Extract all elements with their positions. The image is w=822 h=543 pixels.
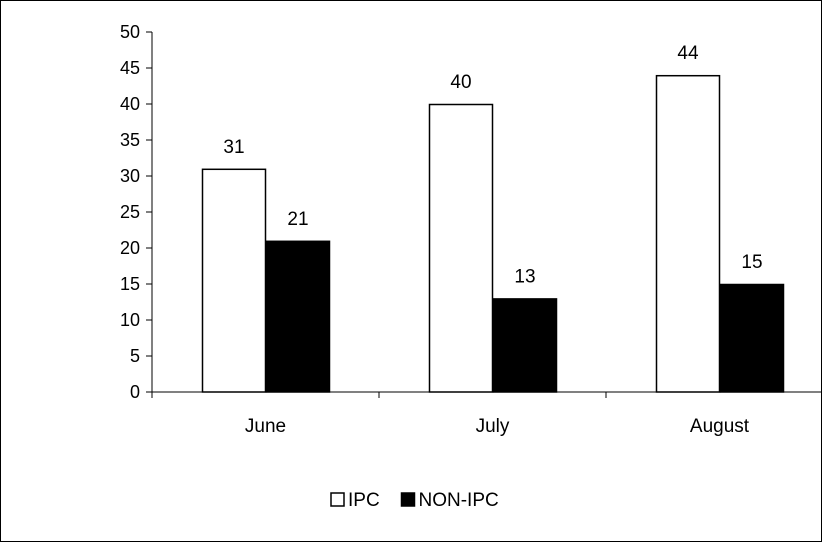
data-label: 31 bbox=[223, 137, 244, 158]
legend-swatch-non-ipc bbox=[400, 492, 416, 507]
legend-label: NON-IPC bbox=[419, 490, 499, 511]
category-label: July bbox=[476, 416, 510, 437]
bar-non-ipc-july bbox=[492, 298, 558, 393]
y-tick-label: 0 bbox=[130, 382, 140, 402]
bar-ipc-august bbox=[655, 74, 721, 393]
bar-ipc-july bbox=[428, 103, 494, 393]
category-label: August bbox=[690, 416, 750, 437]
category-label: June bbox=[245, 416, 286, 437]
legend-swatch-ipc bbox=[330, 492, 345, 507]
data-label: 21 bbox=[287, 209, 308, 230]
y-tick-label: 35 bbox=[120, 130, 140, 150]
bar-non-ipc-june bbox=[265, 240, 331, 393]
bar-non-ipc-august bbox=[719, 283, 785, 393]
y-tick-label: 15 bbox=[120, 274, 140, 294]
y-tick-label: 25 bbox=[120, 202, 140, 222]
bar-ipc-june bbox=[201, 168, 267, 393]
data-label: 13 bbox=[514, 266, 535, 287]
legend-label: IPC bbox=[348, 490, 380, 511]
y-tick-label: 45 bbox=[120, 58, 140, 78]
data-label: 44 bbox=[677, 43, 699, 64]
data-label: 40 bbox=[450, 72, 471, 93]
y-tick-label: 30 bbox=[120, 166, 140, 186]
y-tick-label: 50 bbox=[120, 22, 140, 42]
y-tick-label: 5 bbox=[130, 346, 140, 366]
data-label: 15 bbox=[741, 252, 762, 273]
y-tick-label: 10 bbox=[120, 310, 140, 330]
y-tick-label: 40 bbox=[120, 94, 140, 114]
y-tick-label: 20 bbox=[120, 238, 140, 258]
